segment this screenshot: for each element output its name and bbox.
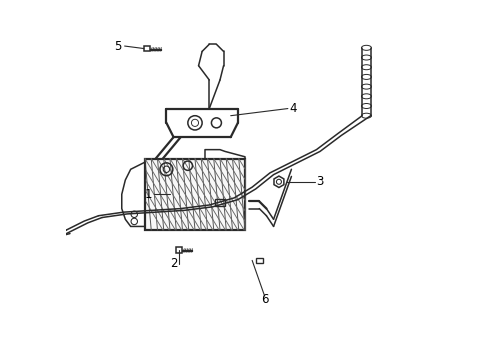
Text: 3: 3 (317, 175, 324, 188)
Bar (144, 46, 149, 51)
Bar (215, 199, 224, 206)
Bar (176, 247, 182, 252)
Text: 2: 2 (170, 257, 177, 270)
Text: 5: 5 (115, 40, 122, 53)
Text: 4: 4 (290, 102, 297, 115)
Text: 6: 6 (261, 293, 269, 306)
Text: 1: 1 (145, 188, 152, 201)
Bar (145, 158, 245, 230)
Bar (256, 258, 263, 263)
